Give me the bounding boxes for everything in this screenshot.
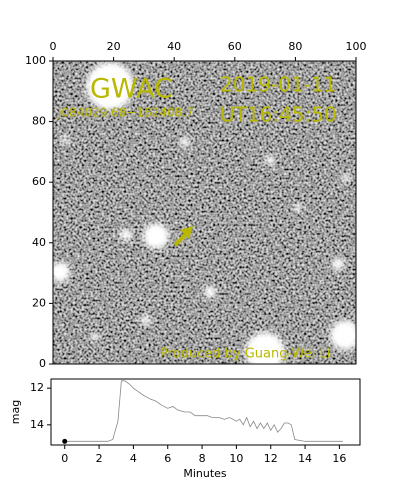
sky-image xyxy=(53,61,356,364)
x-tick-label: 80 xyxy=(288,40,302,53)
y-tick-label: 12 xyxy=(30,381,44,394)
current-point xyxy=(62,438,68,444)
y-tick-label: 14 xyxy=(30,418,44,431)
x-tick-label: 100 xyxy=(346,40,367,53)
x-tick-label: 14 xyxy=(298,452,312,465)
lightcurve-frame xyxy=(50,378,361,446)
pointer-arrow xyxy=(173,226,193,247)
x-tick-label: 10 xyxy=(229,452,243,465)
stars xyxy=(53,62,356,364)
x-tick-label: 4 xyxy=(130,452,137,465)
x-axis-label: Minutes xyxy=(183,467,227,480)
x-tick-label: 12 xyxy=(264,452,278,465)
annotation: J084029.68+182408.7 xyxy=(57,106,194,120)
y-tick-label: 100 xyxy=(25,54,46,67)
annotation: GWAC xyxy=(90,74,173,105)
annotation: 2019-01-11 xyxy=(220,73,336,97)
x-tick-label: 60 xyxy=(228,40,242,53)
x-tick-label: 40 xyxy=(167,40,181,53)
noise xyxy=(53,61,356,364)
x-tick-label: 8 xyxy=(199,452,206,465)
annotation: UT16:45:50 xyxy=(220,103,337,127)
x-tick-label: 16 xyxy=(332,452,346,465)
x-tick-label: 20 xyxy=(107,40,121,53)
y-tick-label: 0 xyxy=(39,357,46,370)
y-tick-label: 40 xyxy=(32,236,46,249)
light-curve xyxy=(64,380,343,442)
annotation: Produced by Guang-Wei Li xyxy=(160,347,330,362)
x-tick-label: 0 xyxy=(61,452,68,465)
y-axis-label: mag xyxy=(9,400,22,424)
x-tick-label: 6 xyxy=(164,452,171,465)
y-tick-label: 80 xyxy=(32,115,46,128)
x-tick-label: 0 xyxy=(50,40,57,53)
y-tick-label: 20 xyxy=(32,296,46,309)
x-tick-label: 2 xyxy=(96,452,103,465)
y-tick-label: 60 xyxy=(32,175,46,188)
image-frame xyxy=(52,60,357,365)
